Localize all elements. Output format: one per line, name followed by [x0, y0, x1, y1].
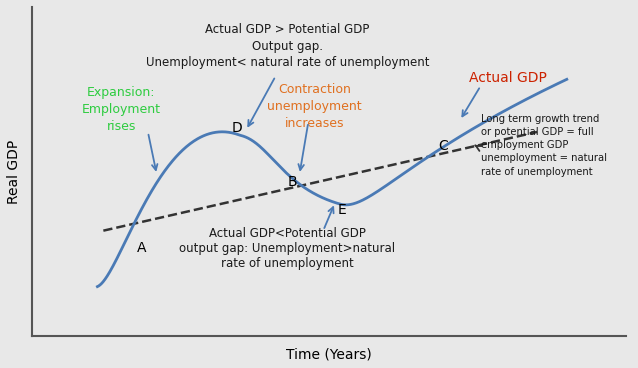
Text: C: C [438, 139, 448, 153]
Text: E: E [338, 202, 346, 216]
X-axis label: Time (Years): Time (Years) [286, 347, 372, 361]
Text: Contraction
unemployment
increases: Contraction unemployment increases [267, 82, 362, 130]
Text: B: B [288, 175, 297, 189]
Text: Expansion:
Employment
rises: Expansion: Employment rises [82, 86, 161, 133]
Text: Unemployment< natural rate of unemployment: Unemployment< natural rate of unemployme… [146, 56, 429, 69]
Text: D: D [232, 121, 242, 135]
Text: Actual GDP > Potential GDP: Actual GDP > Potential GDP [205, 24, 370, 36]
Text: A: A [137, 241, 147, 255]
Text: Actual GDP<Potential GDP: Actual GDP<Potential GDP [209, 227, 366, 240]
Text: rate of unemployment: rate of unemployment [221, 257, 354, 270]
Text: Long term growth trend
or potential GDP = full
employment GDP
unemployment = nat: Long term growth trend or potential GDP … [480, 114, 607, 177]
Text: output gap: Unemployment>natural: output gap: Unemployment>natural [179, 242, 396, 255]
Text: Actual GDP: Actual GDP [469, 71, 547, 85]
Text: Output gap.: Output gap. [252, 40, 323, 53]
Y-axis label: Real GDP: Real GDP [7, 139, 21, 204]
